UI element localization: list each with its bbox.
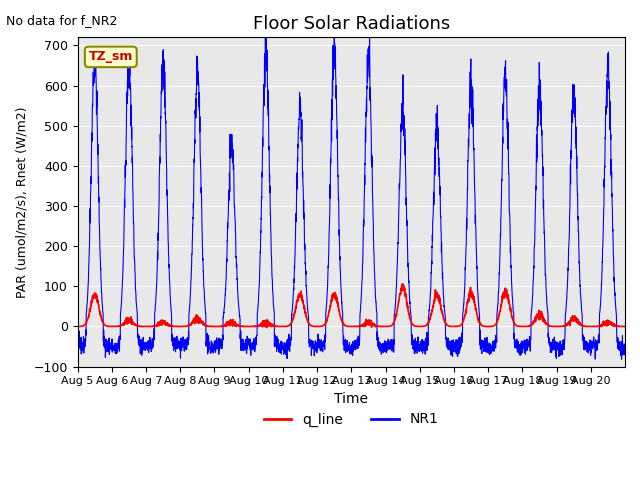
q_line — [422, 323, 429, 329]
NR1 — [621, 341, 629, 347]
NR1 — [262, 35, 269, 40]
q_line — [621, 324, 629, 329]
q_line — [470, 294, 477, 300]
NR1 — [470, 147, 477, 153]
NR1 — [505, 170, 513, 176]
q_line — [538, 313, 545, 319]
Legend: q_line, NR1: q_line, NR1 — [258, 407, 445, 432]
q_line — [399, 281, 406, 287]
q_line — [615, 324, 623, 329]
X-axis label: Time: Time — [334, 392, 369, 406]
q_line — [505, 298, 513, 303]
q_line — [186, 322, 193, 327]
NR1 — [74, 342, 81, 348]
Line: NR1: NR1 — [77, 37, 625, 359]
Text: No data for f_NR2: No data for f_NR2 — [6, 14, 118, 27]
q_line — [74, 324, 81, 329]
NR1 — [615, 346, 623, 352]
NR1 — [422, 335, 429, 341]
NR1 — [538, 131, 545, 136]
Title: Floor Solar Radiations: Floor Solar Radiations — [253, 15, 450, 33]
Y-axis label: PAR (umol/m2/s), Rnet (W/m2): PAR (umol/m2/s), Rnet (W/m2) — [15, 106, 28, 298]
NR1 — [618, 356, 625, 362]
NR1 — [186, 302, 193, 308]
Text: TZ_sm: TZ_sm — [88, 50, 133, 63]
q_line — [263, 325, 271, 331]
Line: q_line: q_line — [77, 284, 625, 328]
